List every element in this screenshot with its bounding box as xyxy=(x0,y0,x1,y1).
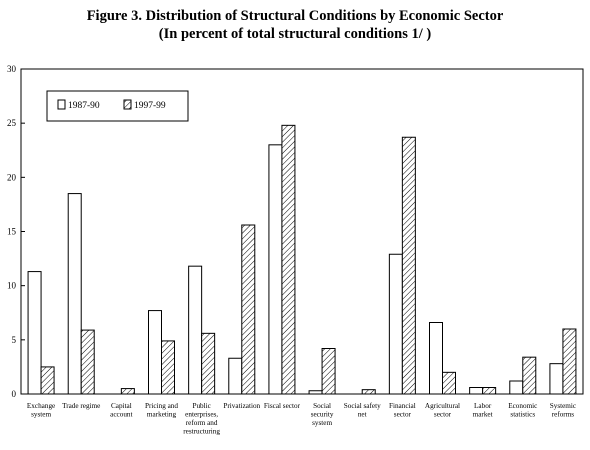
x-category-label-line: Fiscal sector xyxy=(264,402,301,410)
x-category-label-line: market xyxy=(473,411,493,419)
x-category-label: Systemic reforms xyxy=(550,402,576,419)
bar-1997-99 xyxy=(401,136,416,395)
bar-1987-90 xyxy=(549,363,564,395)
bar-1987-90 xyxy=(308,390,323,395)
bar-1987-90 xyxy=(469,387,484,395)
y-tick-label: 10 xyxy=(7,281,17,291)
bar-1997-99 xyxy=(120,388,135,395)
x-category-label: Privatization xyxy=(223,402,260,410)
x-category-label-line: Capital xyxy=(111,402,132,410)
x-category-label-line: net xyxy=(358,411,367,419)
y-tick-label: 0 xyxy=(12,389,17,399)
bar-1987-90 xyxy=(388,253,403,395)
bar-1987-90 xyxy=(429,322,443,395)
legend-swatch-1997-99 xyxy=(123,99,132,110)
bar-1987-90 xyxy=(67,193,82,395)
bar-1997-99 xyxy=(562,328,577,395)
bar-1997-99 xyxy=(161,340,175,395)
x-category-label-line: Exchange xyxy=(27,402,55,410)
y-tick-label: 25 xyxy=(7,118,17,128)
y-tick-label: 15 xyxy=(7,227,17,237)
bar-1997-99 xyxy=(241,224,256,395)
legend-label: 1997-99 xyxy=(134,101,166,111)
chart-subtitle: (In percent of total structural conditio… xyxy=(158,26,432,42)
x-category-label-line: reforms xyxy=(552,411,575,419)
x-category-label: Trade regime xyxy=(62,402,100,410)
bar-1997-99 xyxy=(281,124,296,395)
x-category-label: Pricing and marketing xyxy=(145,402,178,419)
y-tick-label: 5 xyxy=(12,335,17,345)
x-category-label-line: Systemic xyxy=(550,402,576,410)
x-category-label: Economic statistics xyxy=(508,402,537,419)
x-category-label-line: Agricultural xyxy=(425,402,460,410)
x-category-label-line: security xyxy=(311,411,334,419)
bar-1997-99 xyxy=(40,366,55,395)
x-category-label-line: system xyxy=(312,419,332,427)
bar-1997-99 xyxy=(522,356,537,395)
bar-1997-99 xyxy=(361,389,376,395)
bar-1997-99 xyxy=(482,387,497,395)
legend-swatch-1987-90 xyxy=(57,99,66,110)
x-category-label: Capital account xyxy=(110,402,132,419)
bar-1997-99 xyxy=(442,371,456,395)
bar-1997-99 xyxy=(201,332,216,395)
bar-1987-90 xyxy=(268,144,283,395)
x-category-label-line: reform and xyxy=(186,419,218,427)
x-category-label: Labor market xyxy=(473,402,493,419)
x-category-label-line: Public xyxy=(192,402,210,410)
x-category-label-line: marketing xyxy=(147,411,177,419)
bar-1997-99 xyxy=(80,329,95,395)
x-category-label: Exchange system xyxy=(27,402,55,419)
x-category-label-line: enterprises, xyxy=(185,411,218,419)
legend-label: 1987-90 xyxy=(68,101,100,111)
y-tick-label: 20 xyxy=(7,172,17,182)
x-category-label-line: Trade regime xyxy=(62,402,100,410)
x-category-label: Public enterprises, reform and restructurin… xyxy=(183,402,220,436)
x-category-label-line: restructuring xyxy=(183,428,220,436)
x-category-label-line: Financial xyxy=(389,402,416,410)
bar-1987-90 xyxy=(509,380,524,395)
chart-title: Figure 3. Distribution of Structural Con… xyxy=(86,8,504,24)
bar-1987-90 xyxy=(188,265,203,395)
bar-1997-99 xyxy=(321,348,336,395)
legend-box xyxy=(46,90,189,122)
x-category-label-line: account xyxy=(110,411,132,419)
x-category-label: Agricultural sector xyxy=(425,402,460,419)
bar-1987-90 xyxy=(27,271,42,395)
x-category-label-line: Pricing and xyxy=(145,402,178,410)
x-category-label-line: sector xyxy=(394,411,412,419)
x-category-label-line: Labor xyxy=(474,402,492,410)
x-category-label-line: Social xyxy=(313,402,331,410)
x-category-label: Social safety net xyxy=(344,402,381,419)
x-category-label-line: Social safety xyxy=(344,402,381,410)
x-category-label: Social security system xyxy=(311,402,334,427)
x-category-label-line: statistics xyxy=(510,411,535,419)
x-category-label-line: sector xyxy=(434,411,452,419)
x-category-label: Fiscal sector xyxy=(264,402,301,410)
x-category-label-line: Privatization xyxy=(223,402,260,410)
x-category-label-line: Economic xyxy=(508,402,537,410)
bar-1987-90 xyxy=(228,357,243,395)
y-tick-label: 30 xyxy=(7,64,17,74)
x-category-label: Financial sector xyxy=(389,402,416,419)
bar-1987-90 xyxy=(148,310,162,395)
x-category-label-line: system xyxy=(31,411,51,419)
